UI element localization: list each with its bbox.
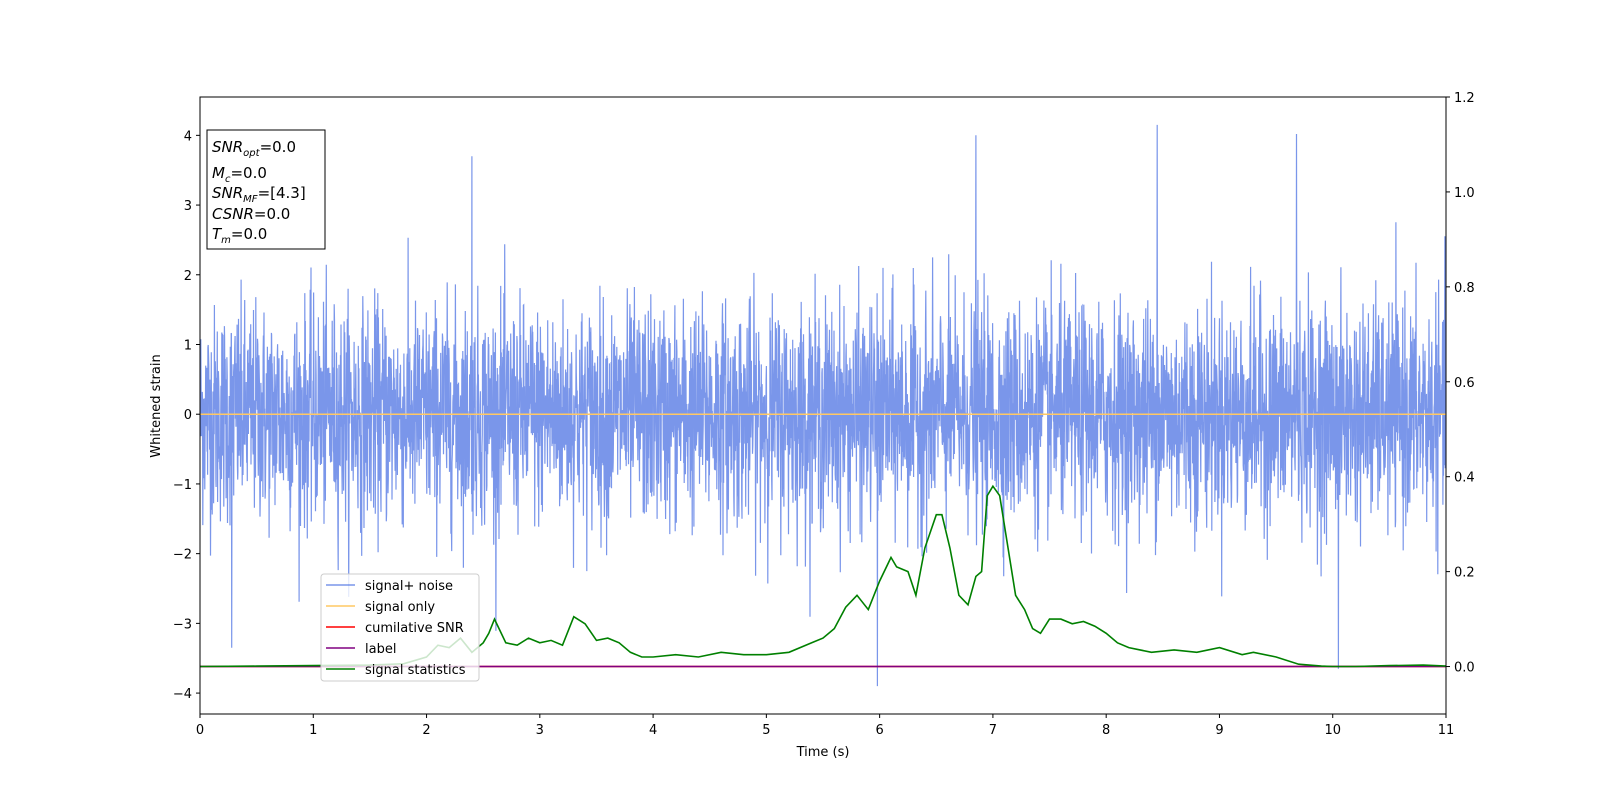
svg-text:signal+ noise: signal+ noise xyxy=(365,579,453,594)
x-tick-label: 2 xyxy=(422,723,430,738)
x-axis-ticks: 0 1 2 3 4 5 6 7 8 9 10 11 xyxy=(196,714,1454,738)
y2-tick-label: 0.4 xyxy=(1454,471,1475,486)
x-tick-label: 9 xyxy=(1215,723,1223,738)
y-tick-label: 4 xyxy=(184,129,192,144)
y-axis-label: Whitened strain xyxy=(149,354,164,457)
legend-item-signal-statistics: signal statistics xyxy=(326,663,466,678)
y-tick-label: −2 xyxy=(173,548,192,563)
x-tick-label: 7 xyxy=(989,723,997,738)
x-axis-label: Time (s) xyxy=(796,745,850,760)
y2-tick-label: 1.2 xyxy=(1454,91,1475,106)
svg-text:signal only: signal only xyxy=(365,600,435,615)
legend-item-signal-noise: signal+ noise xyxy=(326,579,453,594)
signal-statistics-line xyxy=(200,484,1446,668)
y2-tick-label: 1.0 xyxy=(1454,186,1475,201)
y-tick-label: 2 xyxy=(184,269,192,284)
legend-item-signal-only: signal only xyxy=(326,600,435,615)
y2-tick-label: 0.2 xyxy=(1454,566,1475,581)
svg-text:signal statistics: signal statistics xyxy=(365,663,466,678)
legend: signal+ noise signal only cumilative SNR… xyxy=(320,573,480,682)
x-tick-label: 3 xyxy=(536,723,544,738)
y2-axis-ticks: 0.0 0.2 0.4 0.6 0.8 1.0 1.2 xyxy=(1446,91,1475,676)
y-tick-label: −1 xyxy=(173,478,192,493)
x-tick-label: 0 xyxy=(196,723,204,738)
x-tick-label: 5 xyxy=(762,723,770,738)
x-tick-label: 1 xyxy=(309,723,317,738)
y-tick-label: 3 xyxy=(184,199,192,214)
info-snr-opt: SNRopt=0.0 xyxy=(212,138,296,159)
info-mc: Mc=0.0 xyxy=(212,164,267,185)
y-axis-ticks: −4 −3 −2 −1 0 1 2 3 4 xyxy=(173,129,200,702)
y-tick-label: 0 xyxy=(184,408,192,423)
info-snr-mf: SNRMF=[4.3] xyxy=(212,184,306,205)
y-tick-label: 1 xyxy=(184,338,192,353)
y-tick-label: −3 xyxy=(173,617,192,632)
x-tick-label: 10 xyxy=(1324,723,1341,738)
legend-item-cumulative-snr: cumilative SNR xyxy=(326,621,464,636)
y-tick-label: −4 xyxy=(173,687,192,702)
series-signal-noise xyxy=(200,124,1446,687)
x-tick-label: 4 xyxy=(649,723,657,738)
svg-text:label: label xyxy=(365,642,396,657)
y2-tick-label: 0.6 xyxy=(1454,376,1475,391)
x-tick-label: 6 xyxy=(875,723,883,738)
y2-tick-label: 0.0 xyxy=(1454,661,1475,676)
x-tick-label: 8 xyxy=(1102,723,1110,738)
info-box: SNRopt=0.0 Mc=0.0 SNRMF=[4.3] CSNR=0.0 T… xyxy=(206,129,326,250)
x-tick-label: 11 xyxy=(1438,723,1455,738)
info-tm: Tm=0.0 xyxy=(212,225,267,246)
y2-tick-label: 0.8 xyxy=(1454,281,1475,296)
info-csnr: CSNR=0.0 xyxy=(212,205,290,223)
plot-frame xyxy=(199,96,1447,715)
legend-item-label: label xyxy=(326,642,396,657)
svg-text:cumilative SNR: cumilative SNR xyxy=(365,621,464,636)
signal-noise-line xyxy=(200,124,1446,687)
